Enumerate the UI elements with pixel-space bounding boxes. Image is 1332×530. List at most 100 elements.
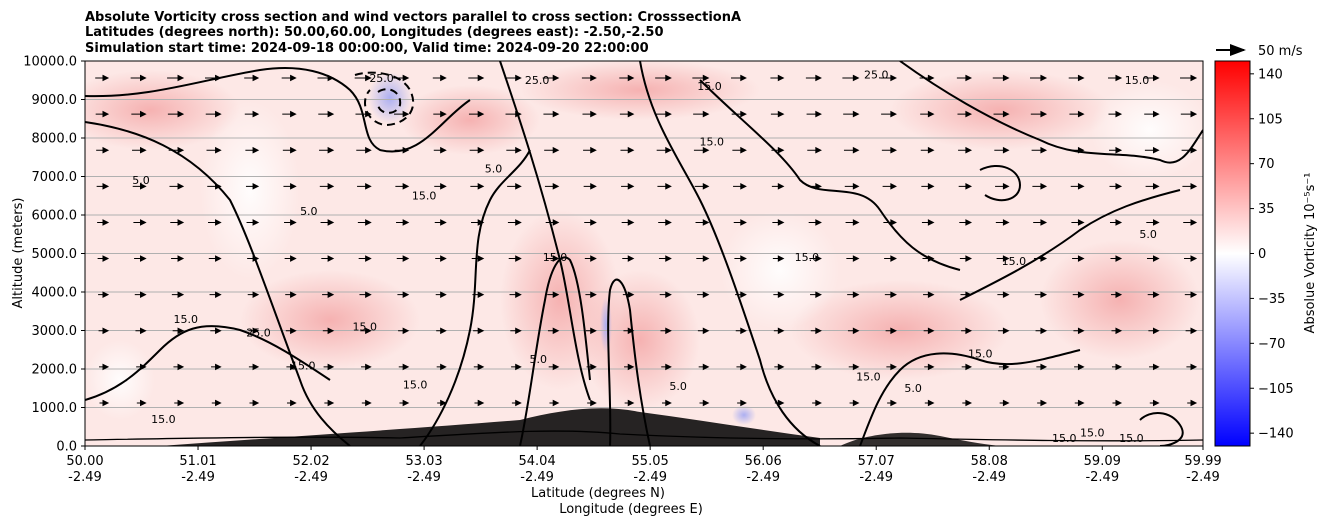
wind-vector xyxy=(657,183,672,190)
x-tick-label-lon: -2.49 xyxy=(181,470,215,485)
wind-vector xyxy=(1074,363,1085,371)
wind-vector xyxy=(167,110,185,118)
wind-vector xyxy=(542,74,560,82)
wind-vector xyxy=(957,110,973,118)
contour-label: 5.0 xyxy=(132,174,150,187)
wind-vector xyxy=(248,327,260,335)
contour-line xyxy=(519,256,591,446)
wind-vector xyxy=(319,146,335,154)
wind-vector xyxy=(247,291,260,298)
colorbar-label: Absolue Vorticity 10⁻⁵s⁻¹ xyxy=(1303,173,1318,334)
wind-vector xyxy=(994,146,1010,154)
wind-vector xyxy=(435,291,447,298)
wind-vector xyxy=(98,291,110,298)
wind-vector xyxy=(317,74,335,82)
wind-vector xyxy=(959,255,973,262)
y-tick-label: 10000.0 xyxy=(23,55,77,70)
wind-vector xyxy=(359,291,372,298)
wind-vector xyxy=(733,219,747,226)
wind-vector xyxy=(506,146,522,154)
wind-vector xyxy=(434,219,447,226)
wind-vector xyxy=(324,399,335,407)
wind-vector xyxy=(881,110,897,118)
wind-vector xyxy=(437,399,447,407)
wind-vector xyxy=(399,399,410,407)
wind-vector xyxy=(735,291,747,298)
contour-label: 5.0 xyxy=(485,163,503,176)
wind-vector xyxy=(842,74,860,82)
wind-vector xyxy=(282,146,297,154)
wind-vector xyxy=(962,399,973,407)
wind-vector xyxy=(811,363,822,371)
wind-vector xyxy=(286,363,297,371)
wind-vector xyxy=(432,74,447,82)
contour-label: 15.0 xyxy=(403,378,428,391)
x-tick-label-lon: -2.49 xyxy=(746,470,780,485)
contour-label: 15.0 xyxy=(543,251,568,264)
y-tick-label: 2000.0 xyxy=(32,363,78,378)
wind-vector xyxy=(770,110,785,118)
wind-vector xyxy=(658,255,672,262)
wind-vector xyxy=(1109,146,1123,154)
wind-vector xyxy=(621,219,635,226)
y-tick-label: 9000.0 xyxy=(32,93,78,108)
wind-vector xyxy=(808,219,822,226)
wind-vector xyxy=(845,219,860,226)
wind-vector xyxy=(1180,74,1198,82)
contour-label: 15.0 xyxy=(291,359,316,372)
wind-vector xyxy=(693,146,710,154)
wind-vector xyxy=(471,255,485,262)
chart-title-line-3: Simulation start time: 2024-09-18 00:00:… xyxy=(85,41,649,56)
chart-title-line-1: Absolute Vorticity cross section and win… xyxy=(85,10,741,25)
wind-vector xyxy=(1070,146,1085,154)
wind-vector xyxy=(1183,219,1198,226)
wind-vector xyxy=(1037,399,1048,407)
wind-vectors xyxy=(95,74,1198,407)
x-tick-label-lon: -2.49 xyxy=(68,470,102,485)
wind-vector xyxy=(581,74,597,82)
x-tick-label-lat: 53.03 xyxy=(405,454,442,469)
wind-vector xyxy=(320,219,335,226)
wind-vector xyxy=(923,327,935,335)
x-tick-label-lon: -2.49 xyxy=(972,470,1006,485)
wind-vector xyxy=(812,399,822,407)
wind-vector xyxy=(731,74,747,82)
wind-vector xyxy=(807,146,822,154)
wind-vector xyxy=(806,110,822,118)
wind-vector xyxy=(323,363,335,371)
wind-vector xyxy=(545,219,560,226)
wind-vector xyxy=(843,110,860,118)
wind-vector xyxy=(921,183,935,190)
wind-vector xyxy=(286,399,297,407)
contour-line xyxy=(979,165,1022,202)
x-tick-label-lon: -2.49 xyxy=(294,470,328,485)
wind-vector xyxy=(844,183,860,190)
contour-label: 25.0 xyxy=(369,72,394,85)
wind-vector xyxy=(624,363,635,371)
wind-vector xyxy=(619,74,635,82)
wind-vector xyxy=(1112,399,1123,407)
colorbar-tick-label: −140 xyxy=(1258,427,1294,442)
wind-vector xyxy=(582,110,597,118)
wind-vector xyxy=(319,183,335,190)
wind-vector xyxy=(736,363,747,371)
wind-vector xyxy=(95,110,110,118)
wind-vector xyxy=(95,74,110,82)
wind-vector xyxy=(886,363,897,371)
wind-vector xyxy=(696,255,710,262)
wind-vector xyxy=(999,399,1010,407)
wind-vector xyxy=(771,183,785,190)
x-tick-label-lon: -2.49 xyxy=(520,470,554,485)
wind-vector xyxy=(771,146,785,154)
wind-vector xyxy=(508,255,522,262)
wind-vector xyxy=(398,327,410,335)
wind-vector xyxy=(433,146,447,154)
wind-vector xyxy=(887,399,897,407)
wind-vector xyxy=(958,183,973,190)
contour-label: 5.0 xyxy=(300,205,318,218)
colorbar-tick-label: −105 xyxy=(1258,382,1294,397)
wind-vector xyxy=(133,219,147,226)
x-tick-label-lat: 52.02 xyxy=(292,454,329,469)
